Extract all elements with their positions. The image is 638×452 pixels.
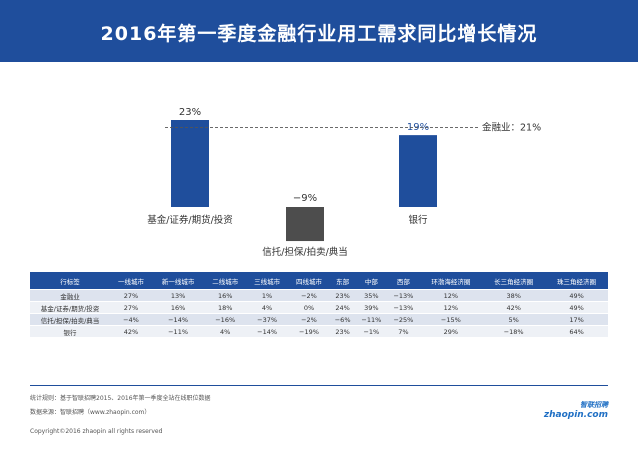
table-row: 行标签 一线城市 新一线城市 二线城市 三线城市 四线城市 东部 中部 西部 环渤海经济圈 长三角经… xyxy=(30,272,608,290)
header-cell: 四线城市 xyxy=(288,272,330,290)
cell: 24% xyxy=(329,301,356,314)
cell: 42% xyxy=(482,301,546,314)
header-cell: 珠三角经济圈 xyxy=(545,272,608,290)
cell: −25% xyxy=(387,313,420,326)
cell: 13% xyxy=(151,289,205,302)
header-cell: 中部 xyxy=(355,272,388,290)
cell: −13% xyxy=(387,301,420,314)
header-cell: 行标签 xyxy=(30,272,110,290)
cell: −2% xyxy=(288,313,330,326)
category-label: 银行 xyxy=(408,214,428,226)
header-cell: 新一线城市 xyxy=(151,272,205,290)
header-cell: 三线城市 xyxy=(246,272,289,290)
cell: 49% xyxy=(545,301,608,314)
bar xyxy=(286,207,324,242)
cell: 12% xyxy=(419,301,483,314)
cell: 39% xyxy=(355,301,388,314)
cell: 4% xyxy=(204,325,247,338)
cell: −6% xyxy=(329,313,356,326)
title: 2016年第一季度金融行业用工需求同比增长情况 xyxy=(100,23,538,45)
cell: 38% xyxy=(482,289,546,302)
cell: −11% xyxy=(355,313,388,326)
cell: 7% xyxy=(387,325,420,338)
divider xyxy=(30,385,608,386)
cell: −19% xyxy=(288,325,330,338)
cell: 信托/担保/拍卖/典当 xyxy=(30,313,110,326)
cell: 42% xyxy=(110,325,152,338)
cell: 49% xyxy=(545,289,608,302)
cell: 35% xyxy=(355,289,388,302)
cell: 16% xyxy=(204,289,247,302)
bar xyxy=(171,120,209,207)
logo-cn: 智联招聘 xyxy=(580,401,608,409)
cell: −13% xyxy=(387,289,420,302)
table-row: 基金/证券/期货/投资 27% 16% 18% 4% 0% 24% 39% −13% 12% 42%… xyxy=(30,301,608,314)
cell: 银行 xyxy=(30,325,110,338)
cell: 4% xyxy=(246,301,289,314)
cell: 23% xyxy=(329,289,356,302)
category-label: 基金/证券/期货/投资 xyxy=(147,214,233,226)
bar xyxy=(399,135,437,207)
header-band: 2016年第一季度金融行业用工需求同比增长情况 xyxy=(0,0,638,62)
header-cell: 二线城市 xyxy=(204,272,247,290)
cell: 64% xyxy=(545,325,608,338)
cell: 5% xyxy=(482,313,546,326)
cell: −18% xyxy=(482,325,546,338)
data-table: 行标签 一线城市 新一线城市 二线城市 三线城市 四线城市 东部 中部 西部 环渤海经济圈 长三角经… xyxy=(30,272,608,338)
value-label: −9% xyxy=(293,193,317,204)
table-row: 金融业 27% 13% 16% 1% −2% 23% 35% −13% 12% 38% 49% xyxy=(30,289,608,302)
header-cell: 东部 xyxy=(329,272,356,290)
cell: −14% xyxy=(151,313,205,326)
cell: −15% xyxy=(419,313,483,326)
logo: 智联招聘 zhaopin.com xyxy=(544,400,608,420)
copyright: Copyright©2016 zhaopin all rights reserv… xyxy=(30,428,163,435)
cell: 27% xyxy=(110,301,152,314)
cell: 23% xyxy=(329,325,356,338)
value-label: 23% xyxy=(179,107,201,118)
header-cell: 西部 xyxy=(387,272,420,290)
cell: 0% xyxy=(288,301,330,314)
cell: 17% xyxy=(545,313,608,326)
cell: 29% xyxy=(419,325,483,338)
cell: 金融业 xyxy=(30,289,110,302)
cell: −2% xyxy=(288,289,330,302)
header-cell: 环渤海经济圈 xyxy=(419,272,483,290)
cell: −37% xyxy=(246,313,289,326)
cell: 1% xyxy=(246,289,289,302)
cell: −1% xyxy=(355,325,388,338)
cell: 12% xyxy=(419,289,483,302)
table-row: 信托/担保/拍卖/典当 −4% −14% −16% −37% −2% −6% −11% −25%… xyxy=(30,313,608,326)
footnote: 数据来源：智联招聘（www.zhaopin.com） xyxy=(30,409,151,416)
header-cell: 一线城市 xyxy=(110,272,152,290)
header-cell: 长三角经济圈 xyxy=(482,272,546,290)
logo-en: zhaopin.com xyxy=(543,410,608,420)
cell: −14% xyxy=(246,325,289,338)
cell: −4% xyxy=(110,313,152,326)
cell: −16% xyxy=(204,313,247,326)
cell: 18% xyxy=(204,301,247,314)
footnote: 统计规则：基于智联招聘2015、2016年第一季度全站在线职位数据 xyxy=(30,395,211,402)
cell: 基金/证券/期货/投资 xyxy=(30,301,110,314)
cell: 16% xyxy=(151,301,205,314)
cell: 27% xyxy=(110,289,152,302)
table-row: 银行 42% −11% 4% −14% −19% 23% −1% 7% 29% −18% 64% xyxy=(30,325,608,338)
category-label: 信托/担保/拍卖/典当 xyxy=(262,246,348,258)
reference-label: 金融业：21% xyxy=(482,122,541,134)
cell: −11% xyxy=(151,325,205,338)
